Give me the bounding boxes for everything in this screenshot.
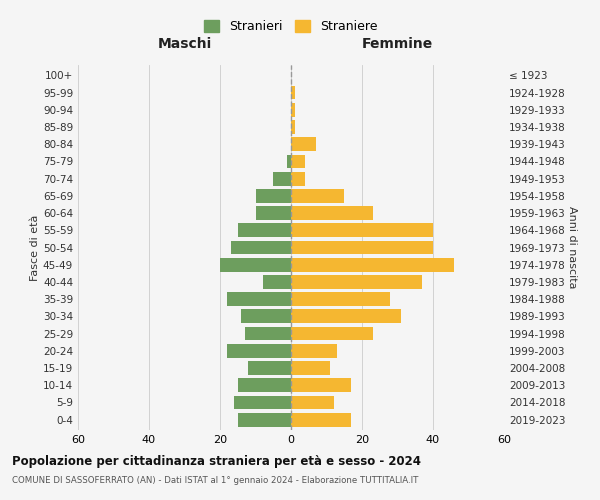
Legend: Stranieri, Straniere: Stranieri, Straniere bbox=[200, 16, 382, 37]
Bar bbox=[263, 275, 291, 289]
Y-axis label: Fasce di età: Fasce di età bbox=[30, 214, 40, 280]
Bar bbox=[230, 240, 291, 254]
Bar bbox=[238, 413, 291, 426]
Bar bbox=[291, 310, 401, 324]
Bar bbox=[256, 206, 291, 220]
Bar bbox=[248, 361, 291, 375]
Bar bbox=[291, 396, 334, 409]
Bar bbox=[238, 378, 291, 392]
Bar bbox=[273, 172, 291, 185]
Bar bbox=[291, 103, 295, 117]
Bar bbox=[287, 154, 291, 168]
Bar bbox=[291, 154, 305, 168]
Bar bbox=[234, 396, 291, 409]
Bar bbox=[291, 172, 305, 185]
Bar bbox=[291, 86, 295, 100]
Bar bbox=[291, 413, 352, 426]
Bar bbox=[291, 361, 330, 375]
Bar bbox=[245, 326, 291, 340]
Bar bbox=[291, 378, 352, 392]
Bar bbox=[227, 292, 291, 306]
Text: Femmine: Femmine bbox=[362, 37, 433, 51]
Bar bbox=[227, 344, 291, 358]
Text: COMUNE DI SASSOFERRATO (AN) - Dati ISTAT al 1° gennaio 2024 - Elaborazione TUTTI: COMUNE DI SASSOFERRATO (AN) - Dati ISTAT… bbox=[12, 476, 418, 485]
Bar bbox=[291, 258, 454, 272]
Bar bbox=[238, 224, 291, 237]
Bar bbox=[291, 224, 433, 237]
Text: Popolazione per cittadinanza straniera per età e sesso - 2024: Popolazione per cittadinanza straniera p… bbox=[12, 455, 421, 468]
Bar bbox=[291, 292, 391, 306]
Bar bbox=[291, 189, 344, 202]
Bar bbox=[291, 138, 316, 151]
Bar bbox=[291, 120, 295, 134]
Bar bbox=[291, 206, 373, 220]
Bar bbox=[291, 275, 422, 289]
Text: Maschi: Maschi bbox=[157, 37, 212, 51]
Bar bbox=[256, 189, 291, 202]
Bar bbox=[220, 258, 291, 272]
Y-axis label: Anni di nascita: Anni di nascita bbox=[567, 206, 577, 289]
Bar bbox=[291, 344, 337, 358]
Bar bbox=[291, 326, 373, 340]
Bar bbox=[241, 310, 291, 324]
Bar bbox=[291, 240, 433, 254]
